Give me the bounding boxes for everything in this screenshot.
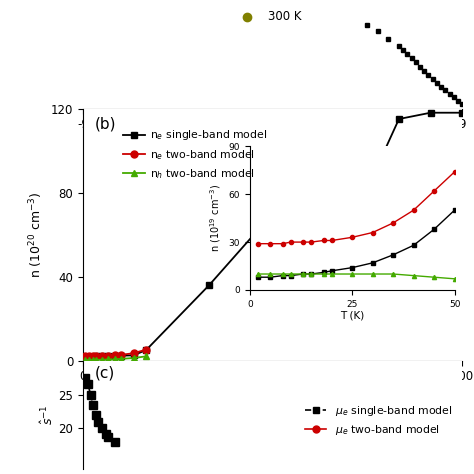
Y-axis label: n (10$^{20}$ cm$^{-3}$): n (10$^{20}$ cm$^{-3}$): [27, 191, 46, 278]
Text: (c): (c): [94, 366, 115, 381]
Text: (b): (b): [94, 116, 116, 131]
Text: 300 K: 300 K: [268, 10, 302, 23]
X-axis label: T (K): T (K): [257, 386, 288, 399]
Y-axis label: $\hat{s}^{-1}$: $\hat{s}^{-1}$: [39, 404, 55, 425]
X-axis label: H (T): H (T): [256, 133, 289, 146]
Legend: $\mu_e$ single-band model, $\mu_e$ two-band model: $\mu_e$ single-band model, $\mu_e$ two-b…: [301, 399, 457, 441]
Legend: n$_e$ single-band model, n$_e$ two-band model, n$_h$ two-band model: n$_e$ single-band model, n$_e$ two-band …: [118, 124, 272, 185]
